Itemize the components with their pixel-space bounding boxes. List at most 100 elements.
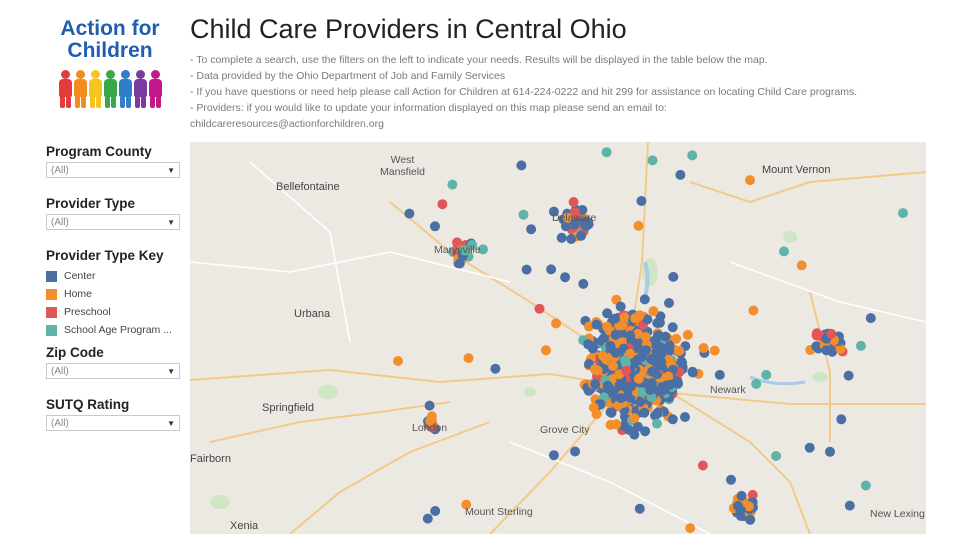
provider-marker[interactable] — [629, 429, 640, 440]
provider-marker[interactable] — [835, 343, 846, 354]
provider-marker[interactable] — [674, 345, 685, 356]
provider-marker[interactable] — [747, 489, 758, 500]
provider-marker[interactable] — [452, 237, 463, 248]
provider-marker[interactable] — [629, 413, 640, 424]
provider-marker[interactable] — [602, 321, 613, 332]
legend-item-preschool[interactable]: Preschool — [46, 303, 186, 321]
provider-map[interactable]: West Mansfield Mount Vernon Bellefontaine… — [190, 142, 926, 534]
provider-marker[interactable] — [620, 358, 631, 369]
provider-marker[interactable] — [826, 328, 837, 339]
provider-marker[interactable] — [641, 345, 651, 356]
provider-marker[interactable] — [634, 503, 645, 514]
program-county-select[interactable]: (All) ▼ — [46, 162, 180, 178]
provider-marker[interactable] — [652, 418, 662, 429]
provider-marker[interactable] — [578, 278, 589, 289]
provider-marker[interactable] — [591, 319, 602, 330]
provider-marker[interactable] — [425, 415, 436, 426]
provider-marker[interactable] — [526, 224, 537, 235]
provider-marker[interactable] — [639, 294, 650, 305]
provider-marker[interactable] — [855, 340, 866, 351]
provider-marker[interactable] — [647, 155, 658, 166]
provider-marker[interactable] — [844, 500, 855, 511]
provider-marker[interactable] — [588, 402, 599, 413]
provider-marker[interactable] — [601, 147, 612, 158]
provider-marker[interactable] — [619, 381, 630, 392]
provider-marker[interactable] — [521, 264, 532, 275]
provider-marker[interactable] — [598, 333, 609, 344]
provider-marker[interactable] — [568, 197, 579, 207]
provider-marker[interactable] — [548, 450, 559, 461]
provider-marker[interactable] — [652, 318, 663, 328]
provider-marker[interactable] — [639, 407, 650, 418]
provider-marker[interactable] — [709, 345, 720, 356]
provider-marker[interactable] — [745, 514, 756, 525]
provider-marker[interactable] — [697, 460, 708, 471]
provider-marker[interactable] — [581, 220, 592, 231]
provider-type-select[interactable]: (All) ▼ — [46, 214, 180, 230]
provider-marker[interactable] — [748, 305, 759, 316]
provider-marker[interactable] — [680, 412, 690, 422]
provider-marker[interactable] — [619, 312, 630, 323]
provider-marker[interactable] — [611, 419, 622, 430]
provider-marker[interactable] — [560, 272, 571, 283]
provider-marker[interactable] — [682, 329, 693, 340]
provider-marker[interactable] — [437, 199, 448, 210]
provider-marker[interactable] — [636, 196, 647, 206]
provider-marker[interactable] — [622, 391, 633, 402]
provider-marker[interactable] — [645, 385, 656, 395]
provider-marker[interactable] — [422, 513, 433, 524]
provider-marker[interactable] — [665, 379, 676, 390]
provider-marker[interactable] — [447, 179, 458, 190]
provider-marker[interactable] — [642, 314, 653, 325]
provider-marker[interactable] — [630, 313, 641, 324]
provider-marker[interactable] — [633, 373, 644, 384]
provider-marker[interactable] — [671, 333, 682, 344]
provider-marker[interactable] — [652, 407, 663, 418]
provider-marker[interactable] — [534, 303, 545, 314]
provider-marker[interactable] — [570, 446, 581, 457]
provider-marker[interactable] — [461, 499, 472, 510]
provider-marker[interactable] — [615, 301, 626, 312]
provider-marker[interactable] — [860, 480, 871, 491]
provider-marker[interactable] — [640, 332, 651, 342]
provider-marker[interactable] — [430, 506, 441, 516]
provider-marker[interactable] — [698, 343, 709, 353]
provider-marker[interactable] — [687, 366, 698, 377]
provider-marker[interactable] — [632, 421, 643, 432]
provider-marker[interactable] — [836, 414, 847, 425]
contact-email[interactable]: childcareresources@actionforchildren.org — [190, 118, 384, 130]
provider-marker[interactable] — [668, 271, 679, 282]
provider-marker[interactable] — [602, 308, 613, 319]
provider-marker[interactable] — [687, 150, 698, 161]
provider-marker[interactable] — [640, 426, 651, 437]
provider-marker[interactable] — [516, 160, 527, 171]
provider-marker[interactable] — [646, 354, 657, 365]
provider-marker[interactable] — [625, 330, 636, 341]
provider-marker[interactable] — [771, 451, 782, 461]
provider-marker[interactable] — [583, 339, 594, 350]
provider-marker[interactable] — [621, 365, 632, 376]
provider-marker[interactable] — [811, 341, 822, 352]
provider-marker[interactable] — [667, 322, 678, 333]
provider-marker[interactable] — [667, 414, 678, 425]
provider-marker[interactable] — [663, 371, 674, 382]
provider-marker[interactable] — [467, 240, 478, 250]
provider-marker[interactable] — [603, 382, 614, 393]
provider-marker[interactable] — [821, 345, 832, 356]
provider-marker[interactable] — [562, 212, 573, 223]
provider-marker[interactable] — [570, 207, 581, 218]
provider-marker[interactable] — [590, 379, 601, 390]
provider-marker[interactable] — [651, 334, 661, 345]
provider-marker[interactable] — [632, 328, 643, 339]
legend-item-home[interactable]: Home — [46, 285, 186, 303]
provider-marker[interactable] — [735, 505, 746, 516]
provider-marker[interactable] — [459, 245, 470, 256]
provider-marker[interactable] — [430, 221, 440, 232]
provider-marker[interactable] — [404, 208, 415, 219]
provider-marker[interactable] — [811, 328, 822, 339]
provider-marker[interactable] — [556, 232, 567, 243]
provider-marker[interactable] — [633, 220, 644, 231]
provider-marker[interactable] — [637, 387, 648, 398]
provider-marker[interactable] — [560, 221, 571, 232]
provider-marker[interactable] — [726, 474, 736, 485]
